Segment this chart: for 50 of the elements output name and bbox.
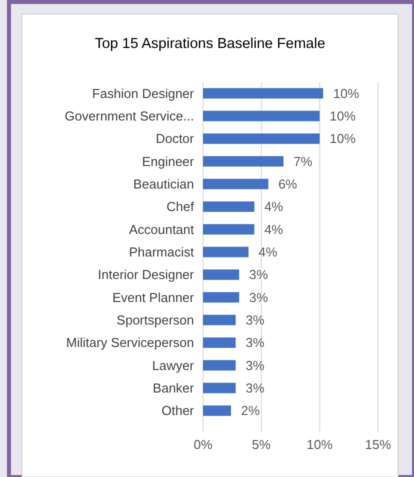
bar	[203, 382, 236, 394]
y-tick-label: Military Serviceperson	[66, 335, 194, 350]
y-tick-label: Chef	[166, 199, 194, 214]
y-tick-label: Engineer	[142, 154, 195, 169]
x-tick-label: 5%	[252, 437, 272, 452]
bar	[203, 133, 320, 144]
data-label: 3%	[249, 290, 268, 305]
bar	[203, 314, 236, 326]
bar	[203, 224, 254, 235]
y-tick-label: Sportsperson	[116, 312, 194, 328]
x-tick-label: 10%	[306, 437, 334, 452]
data-label: 3%	[246, 312, 265, 328]
y-tick-label: Beautician	[133, 176, 194, 192]
bar	[203, 360, 236, 371]
y-tick-label: Doctor	[156, 131, 195, 146]
data-label: 10%	[333, 86, 360, 101]
data-label: 3%	[246, 380, 265, 396]
data-label: 2%	[241, 403, 260, 418]
x-tick-label: 15%	[364, 437, 392, 452]
data-label: 10%	[330, 131, 356, 146]
bar	[203, 201, 254, 212]
y-tick-label: Banker	[152, 380, 195, 396]
bar	[203, 405, 231, 416]
y-tick-label: Pharmacist	[128, 244, 194, 260]
x-tick-label: 0%	[194, 437, 213, 452]
bar	[203, 269, 240, 280]
data-label: 3%	[246, 335, 265, 350]
data-label: 4%	[258, 244, 278, 260]
data-label: 7%	[294, 154, 313, 169]
y-tick-label: Other	[161, 403, 195, 418]
data-label: 6%	[278, 176, 298, 192]
bar	[203, 156, 284, 167]
data-label: 4%	[264, 199, 284, 214]
bar	[203, 292, 240, 303]
y-tick-label: Interior Designer	[98, 267, 195, 282]
y-tick-label: Accountant	[128, 222, 194, 237]
bar	[203, 178, 268, 190]
y-tick-label: Lawyer	[152, 358, 195, 373]
bar	[203, 110, 320, 122]
chart-title: Top 15 Aspirations Baseline Female	[94, 36, 326, 52]
y-tick-label: Government Service...	[64, 108, 194, 124]
y-tick-label: Fashion Designer	[92, 86, 195, 101]
y-tick-label: Event Planner	[112, 290, 195, 305]
bar	[203, 337, 236, 348]
data-label: 4%	[264, 222, 284, 237]
bar	[203, 88, 324, 99]
data-label: 3%	[246, 358, 265, 373]
data-label: 3%	[249, 267, 268, 282]
bar	[203, 246, 248, 258]
data-label: 10%	[330, 108, 356, 124]
